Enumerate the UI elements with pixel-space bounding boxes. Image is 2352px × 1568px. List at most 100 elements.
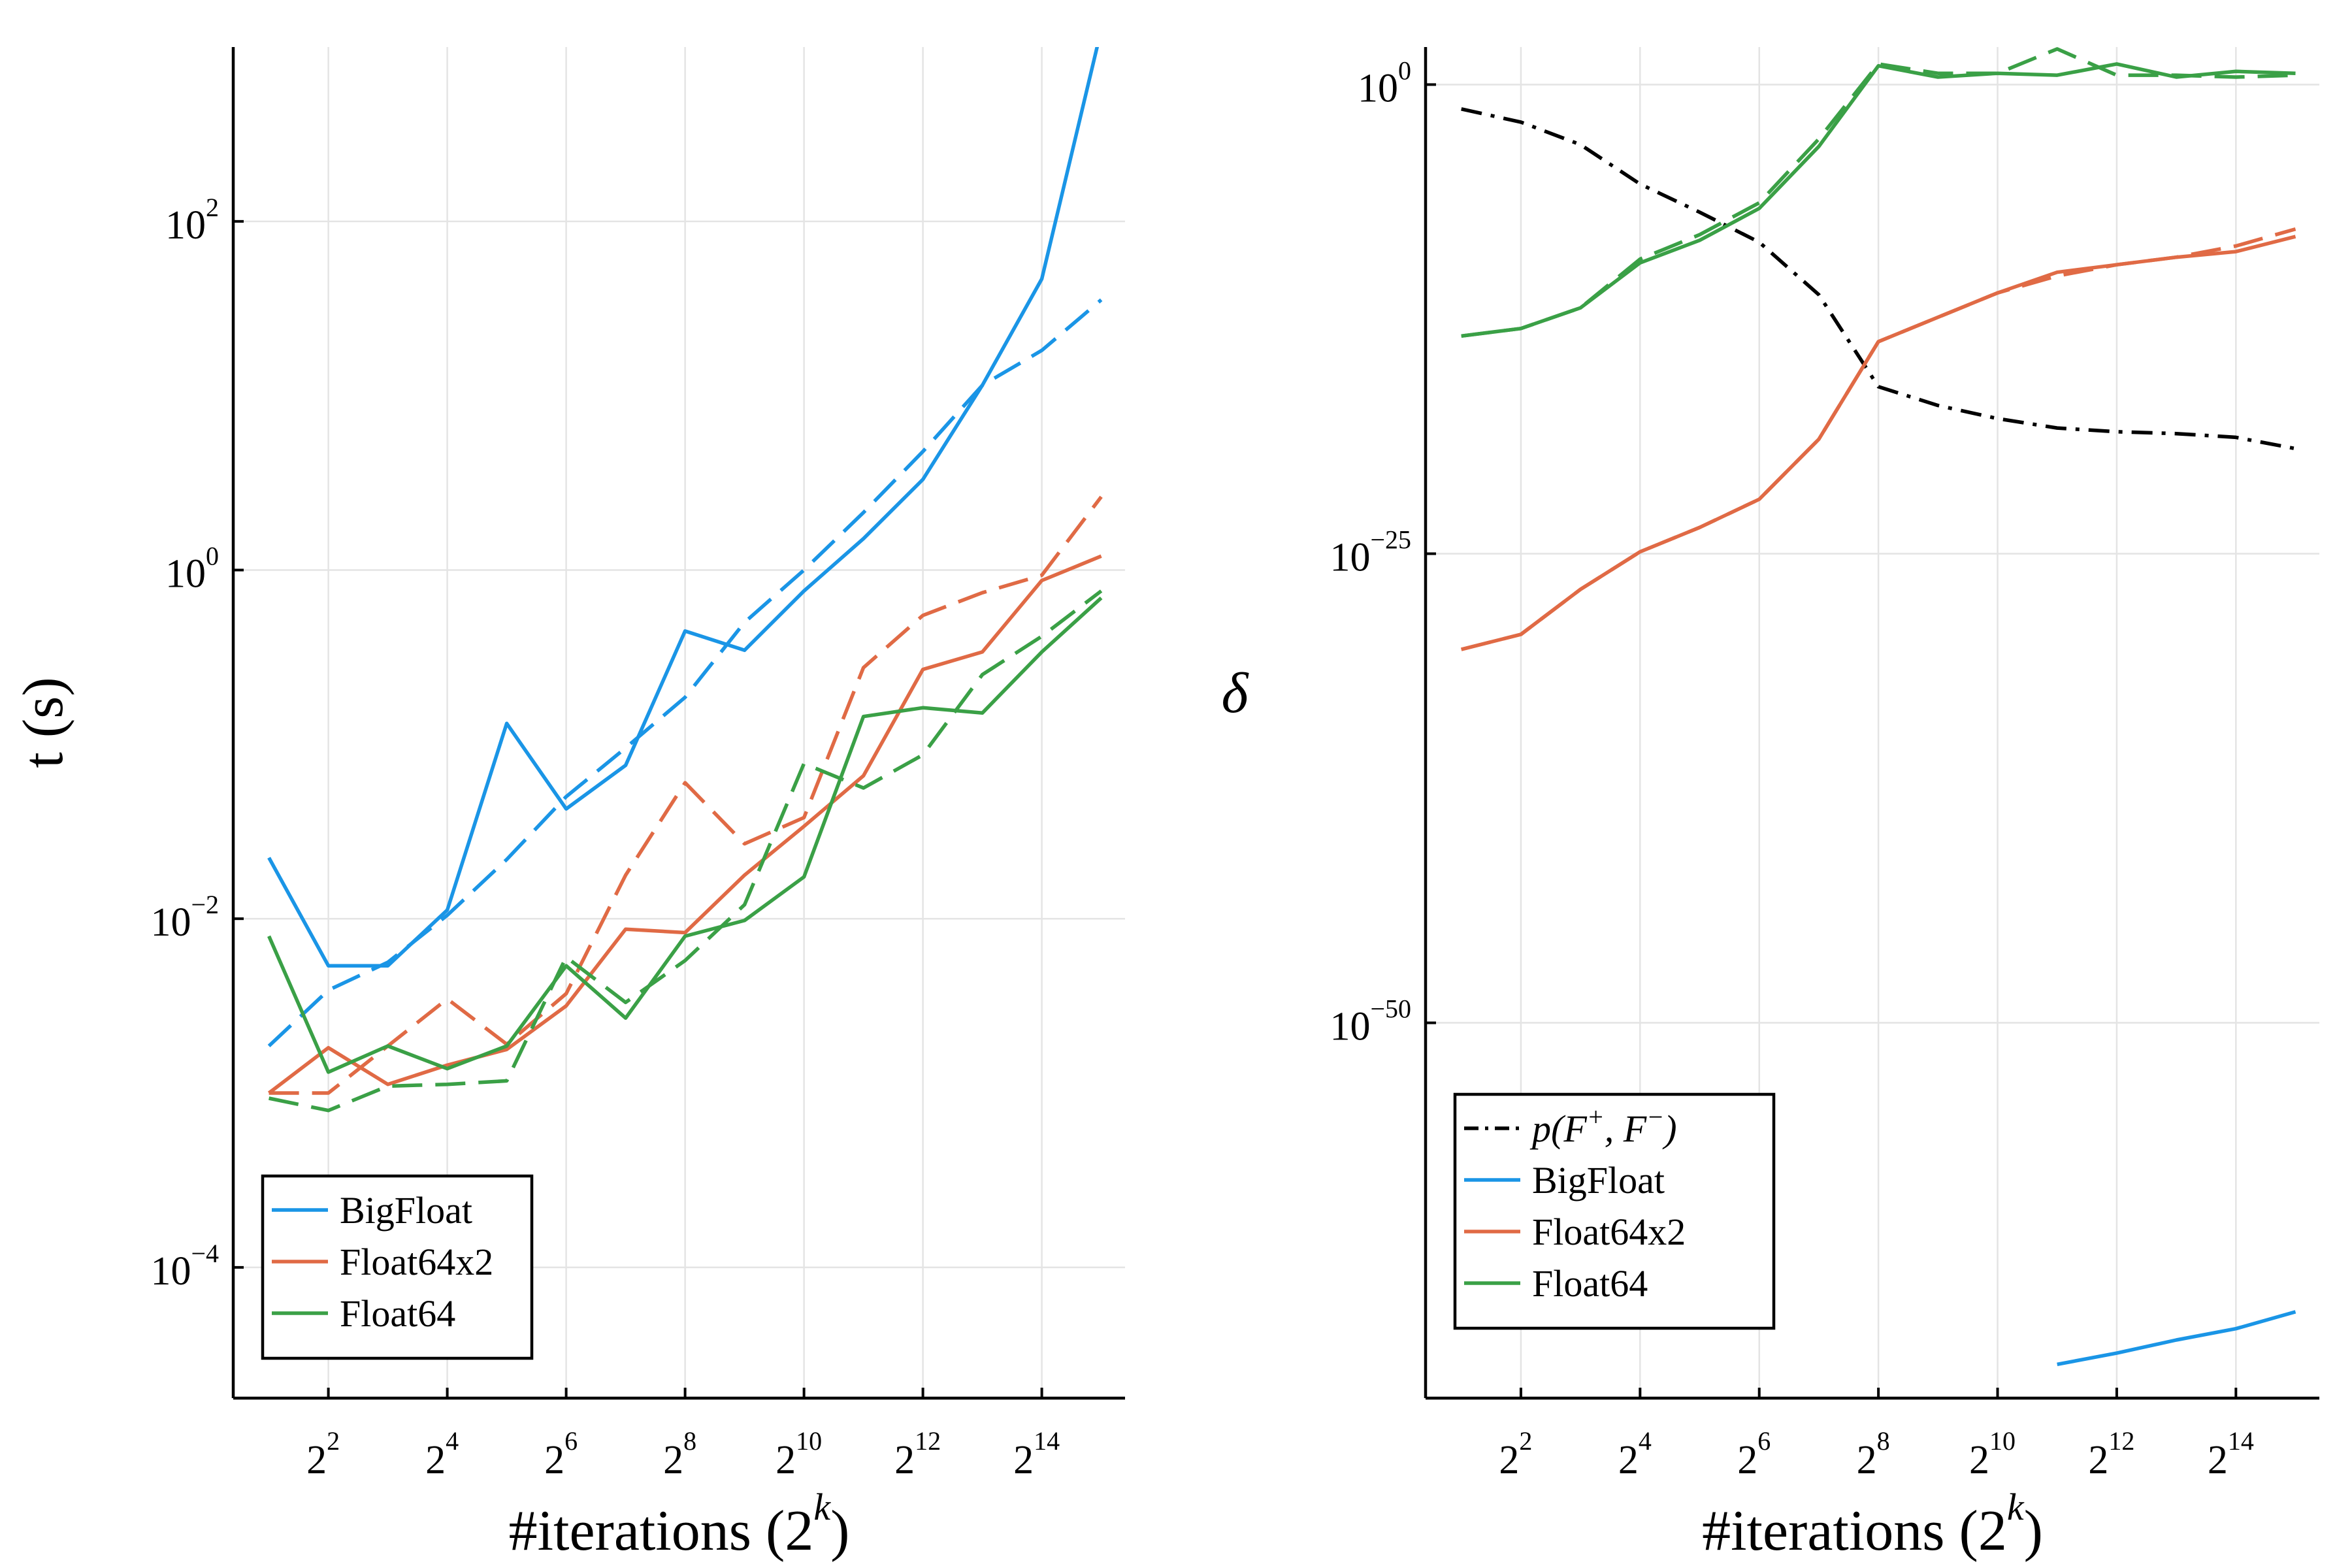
x-axis-label-close: ) xyxy=(2024,1499,2043,1563)
x-tick-label: 26 xyxy=(544,1426,578,1482)
x-tick-exponent: 14 xyxy=(2228,1426,2254,1456)
x-tick-label: 22 xyxy=(1499,1426,1532,1482)
x-tick-base: 2 xyxy=(1618,1438,1639,1482)
subplot-time: 22 24 26 28 210 212 21410−410−2100102#iteratio… xyxy=(12,47,1125,1563)
x-tick-label: 212 xyxy=(894,1426,941,1482)
legend-label-bigfloat: BigFloat xyxy=(1532,1159,1665,1201)
x-tick-label: 24 xyxy=(425,1426,459,1482)
x-tick-exponent: 6 xyxy=(1757,1426,1771,1456)
y-tick-base: 10 xyxy=(150,900,191,945)
x-tick-base: 2 xyxy=(1969,1438,1989,1482)
legend: BigFloat Float64x2 Float64 xyxy=(261,1174,534,1360)
y-axis-label: δ xyxy=(1222,662,1250,725)
legend-label-float64: Float64 xyxy=(1532,1262,1648,1305)
x-tick-base: 2 xyxy=(425,1438,446,1482)
legend-label-bigfloat: BigFloat xyxy=(340,1189,472,1232)
x-tick-label: 28 xyxy=(1857,1426,1890,1482)
legend-label-part: p(F xyxy=(1529,1107,1587,1150)
series-line-float64-dashed xyxy=(1461,47,2296,338)
y-tick-exponent: −4 xyxy=(191,1239,219,1268)
x-tick-exponent: 8 xyxy=(1877,1426,1890,1456)
legend-label-float64x2: Float64x2 xyxy=(1532,1211,1686,1253)
x-tick-base: 2 xyxy=(1857,1438,1877,1482)
x-tick-label: 210 xyxy=(776,1426,822,1482)
subplot-delta: 22 24 26 28 210 212 21410−5010−25100#iteration… xyxy=(1222,47,2319,1563)
series-line-ratio-dashdot xyxy=(1461,107,2296,451)
series-group xyxy=(267,47,1103,1113)
x-tick-base: 2 xyxy=(306,1438,327,1482)
y-tick-label: 100 xyxy=(165,542,219,596)
x-tick-base: 2 xyxy=(1737,1438,1757,1482)
legend-label-float64: Float64 xyxy=(340,1292,455,1335)
x-tick-label: 22 xyxy=(306,1426,340,1482)
y-tick-base: 10 xyxy=(165,552,206,596)
legend-label-float64x2: Float64x2 xyxy=(340,1241,493,1283)
series-line-bigfloat-dashed xyxy=(267,298,1103,1048)
y-tick-label: 10−4 xyxy=(150,1239,219,1294)
y-tick-exponent: −50 xyxy=(1370,994,1411,1024)
x-tick-label: 214 xyxy=(2208,1426,2254,1482)
x-axis-label-text: #iterations (2 xyxy=(509,1499,814,1563)
series-line-bigfloat-solid xyxy=(2057,1310,2296,1367)
y-tick-label: 10−50 xyxy=(1330,994,1411,1049)
x-tick-exponent: 12 xyxy=(2108,1426,2134,1456)
x-axis-label-sup: k xyxy=(813,1486,831,1528)
x-tick-base: 2 xyxy=(663,1438,683,1482)
x-tick-exponent: 4 xyxy=(1639,1426,1652,1456)
x-tick-base: 2 xyxy=(544,1438,564,1482)
series-group xyxy=(1461,47,2296,1367)
x-axis-label: #iterations (2k) xyxy=(1702,1486,2043,1563)
y-tick-base: 10 xyxy=(150,1249,191,1294)
y-tick-exponent: 0 xyxy=(206,542,219,571)
legend: p(F+, F−) BigFloat Float64x2 Float64 xyxy=(1453,1092,1776,1330)
x-axis-label-sup: k xyxy=(2007,1486,2025,1528)
y-tick-label: 102 xyxy=(165,193,219,248)
x-axis-label-close: ) xyxy=(830,1499,849,1563)
x-tick-base: 2 xyxy=(894,1438,915,1482)
y-tick-label: 100 xyxy=(1358,56,1411,110)
series-line-float64-solid xyxy=(267,596,1103,1074)
y-tick-base: 10 xyxy=(1330,1005,1370,1049)
y-tick-exponent: −2 xyxy=(191,890,219,919)
x-axis-label-text: #iterations (2 xyxy=(1702,1499,2007,1563)
series-line-float64-dashed xyxy=(269,589,1103,1113)
x-tick-exponent: 8 xyxy=(683,1426,696,1456)
x-tick-base: 2 xyxy=(2208,1438,2228,1482)
x-tick-exponent: 2 xyxy=(1519,1426,1532,1456)
y-tick-exponent: −25 xyxy=(1370,525,1411,555)
legend-label-ratio: p(F+, F−) xyxy=(1529,1102,1677,1150)
y-tick-exponent: 2 xyxy=(206,193,219,222)
series-line-bigfloat-solid xyxy=(267,47,1100,968)
series-line-float64x2-solid xyxy=(267,554,1102,1095)
y-axis-label: t (s) xyxy=(12,677,75,768)
x-tick-label: 28 xyxy=(663,1426,696,1482)
x-tick-label: 212 xyxy=(2088,1426,2134,1482)
legend-label-part: , F xyxy=(1605,1107,1647,1150)
legend-label-sup: − xyxy=(1646,1102,1664,1132)
x-tick-exponent: 10 xyxy=(796,1426,822,1456)
x-tick-base: 2 xyxy=(776,1438,796,1482)
x-tick-label: 210 xyxy=(1969,1426,2016,1482)
x-tick-exponent: 4 xyxy=(446,1426,459,1456)
x-tick-label: 214 xyxy=(1013,1426,1060,1482)
x-tick-base: 2 xyxy=(1499,1438,1519,1482)
x-tick-exponent: 14 xyxy=(1034,1426,1060,1456)
legend-label-sup: + xyxy=(1587,1102,1605,1132)
y-tick-label: 10−2 xyxy=(150,890,219,945)
x-tick-exponent: 6 xyxy=(564,1426,578,1456)
series-line-float64x2-dashed xyxy=(269,495,1103,1095)
x-tick-base: 2 xyxy=(1013,1438,1034,1482)
legend-box xyxy=(261,1174,534,1360)
y-tick-base: 10 xyxy=(1330,536,1370,580)
x-tick-base: 2 xyxy=(2088,1438,2108,1482)
series-line-float64x2-dashed xyxy=(1461,227,2296,651)
x-tick-exponent: 12 xyxy=(915,1426,941,1456)
x-tick-label: 24 xyxy=(1618,1426,1652,1482)
x-axis-label: #iterations (2k) xyxy=(509,1486,850,1563)
x-tick-exponent: 2 xyxy=(327,1426,340,1456)
x-tick-label: 26 xyxy=(1737,1426,1771,1482)
legend-label-part: ) xyxy=(1662,1107,1676,1150)
y-tick-base: 10 xyxy=(1358,66,1398,110)
y-tick-label: 10−25 xyxy=(1330,525,1411,580)
